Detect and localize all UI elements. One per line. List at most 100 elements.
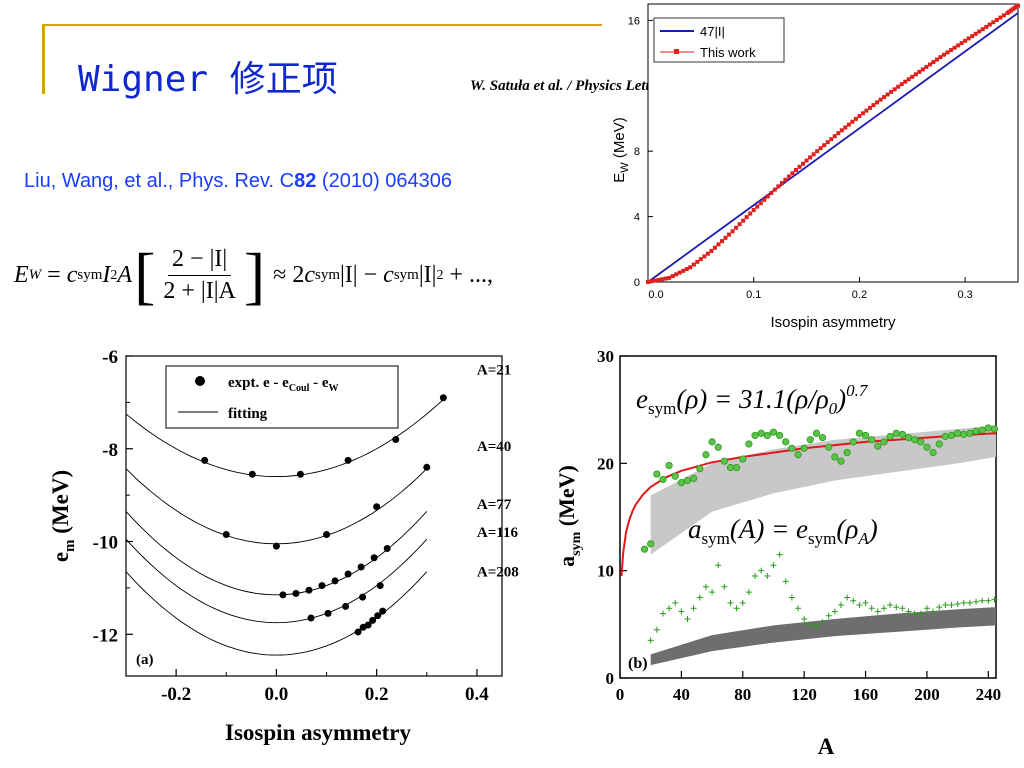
em-series-labels: A=21 A=40 A=77 A=116 A=208 bbox=[477, 363, 519, 581]
asym-lower-point bbox=[733, 605, 740, 612]
ew-marker bbox=[695, 259, 700, 264]
ew-marker bbox=[751, 208, 756, 213]
em-fit-curve bbox=[125, 398, 445, 478]
em-data-point bbox=[383, 544, 391, 552]
asym-upper-point bbox=[972, 427, 980, 435]
asym-lower-point bbox=[788, 594, 795, 601]
asym-upper-point bbox=[733, 464, 741, 472]
ew-marker bbox=[705, 251, 710, 256]
asym-upper-point bbox=[911, 436, 919, 444]
ew-marker bbox=[1001, 13, 1006, 18]
asym-upper-point bbox=[880, 438, 888, 446]
ew-marker bbox=[790, 171, 795, 176]
asym-lower-point bbox=[684, 615, 691, 622]
em-series-label: A=116 bbox=[477, 525, 519, 541]
ew-x-axis-label: Isospin asymmetry bbox=[770, 314, 896, 331]
asym-upper-point bbox=[647, 540, 655, 548]
em-data-point bbox=[342, 602, 350, 610]
asym-upper-point bbox=[831, 453, 839, 461]
ew-marker bbox=[748, 211, 753, 216]
ew-marker bbox=[815, 149, 820, 154]
esym-arg: (ρ) = 31.1(ρ/ρ bbox=[676, 384, 828, 414]
asym-lower-point bbox=[739, 599, 746, 606]
reference-liu-volume: 82 bbox=[294, 170, 317, 192]
asym-upper-point bbox=[726, 464, 735, 472]
asym-lower-point bbox=[758, 567, 765, 574]
ew-marker bbox=[783, 177, 788, 182]
asym-esym-curve bbox=[620, 432, 997, 577]
asym-upper-point bbox=[659, 475, 667, 484]
asym-arg: (ρ bbox=[836, 514, 858, 544]
asym-upper-point bbox=[947, 431, 956, 440]
asym-lower-point bbox=[813, 623, 820, 630]
asym-lower-point bbox=[690, 605, 697, 612]
asym-upper-point bbox=[812, 429, 821, 437]
ew-marker bbox=[903, 79, 908, 84]
asym-lower-point bbox=[647, 637, 654, 644]
em-y-axis-label-main: e bbox=[48, 552, 73, 562]
ew-marker bbox=[691, 262, 696, 267]
em-legend-expt: expt. e - eCoul - eW bbox=[228, 375, 339, 394]
em-data-point bbox=[392, 435, 400, 443]
asym-upper-point bbox=[917, 438, 925, 446]
ew-marker bbox=[808, 155, 813, 160]
asym-upper-point bbox=[665, 461, 673, 470]
asym-upper-point bbox=[984, 424, 992, 432]
ew-marker bbox=[804, 158, 809, 163]
em-x-tick-label: 0.4 bbox=[465, 684, 489, 705]
em-series-label: A=208 bbox=[477, 564, 519, 580]
asym-y-axis-label-unit: (MeV) bbox=[554, 465, 579, 532]
em-legend-expt-sub1: Coul bbox=[289, 383, 310, 394]
em-data-point bbox=[379, 607, 387, 615]
ew-marker bbox=[871, 103, 876, 108]
asym-upper-point bbox=[941, 432, 949, 441]
ew-marker bbox=[674, 272, 679, 277]
em-y-tick-label: -10 bbox=[93, 533, 118, 554]
asym-lower-point bbox=[745, 589, 752, 596]
asym-upper-point bbox=[696, 465, 704, 473]
ew-marker bbox=[896, 84, 901, 89]
asym-lower-point bbox=[850, 597, 857, 604]
ew-marker bbox=[797, 164, 802, 169]
em-data-point bbox=[323, 531, 331, 539]
ew-marker bbox=[931, 60, 936, 65]
ew-marker bbox=[991, 20, 996, 25]
ew-marker bbox=[913, 72, 918, 77]
asym-lower-point bbox=[966, 599, 973, 606]
asym-lower-point bbox=[868, 605, 875, 612]
ew-marker bbox=[772, 187, 777, 192]
asym-lower-point bbox=[862, 599, 869, 606]
ew-marker bbox=[794, 167, 798, 172]
ew-marker bbox=[801, 161, 806, 166]
ew-marker bbox=[762, 197, 767, 202]
formula-denominator: 2 + |I|A bbox=[163, 278, 236, 304]
formula-sym-sub: sym bbox=[77, 267, 103, 283]
ew-marker bbox=[945, 50, 950, 55]
ew-marker bbox=[702, 254, 707, 259]
asym-lower-point bbox=[837, 602, 844, 609]
em-x-axis-label: Isospin asymmetry bbox=[225, 720, 411, 745]
asym-lower-point bbox=[807, 621, 814, 628]
ew-marker bbox=[963, 38, 968, 43]
asym-upper-point bbox=[653, 470, 661, 478]
em-legend-expt-sub2: W bbox=[329, 383, 339, 394]
asym-y-axis-label-sub: sym bbox=[569, 531, 584, 555]
ew-marker bbox=[660, 277, 665, 282]
ew-marker bbox=[776, 184, 781, 189]
em-legend-expt-mid: - e bbox=[309, 375, 328, 391]
em-data-point bbox=[439, 394, 447, 402]
ew-y-tick-label: 8 bbox=[634, 146, 640, 158]
ew-marker bbox=[656, 277, 661, 282]
asym-ticks: 0 40 80 120 160 200 240 0 10 20 30 bbox=[597, 347, 1001, 704]
asym-y-axis-label: asym (MeV) bbox=[554, 465, 584, 567]
asym-x-tick-label: 40 bbox=[673, 685, 690, 704]
ew-y-axis-label-unit: (MeV) bbox=[611, 117, 628, 162]
em-x-tick-label: 0.2 bbox=[365, 684, 389, 705]
asym-lower-point bbox=[887, 602, 894, 609]
ew-marker bbox=[709, 248, 714, 253]
ew-marker bbox=[832, 134, 837, 139]
asym-x-tick-label: 200 bbox=[914, 685, 940, 704]
asym-lower-point bbox=[844, 594, 851, 601]
ew-marker bbox=[723, 235, 728, 240]
esym-exp: 0.7 bbox=[846, 381, 869, 400]
